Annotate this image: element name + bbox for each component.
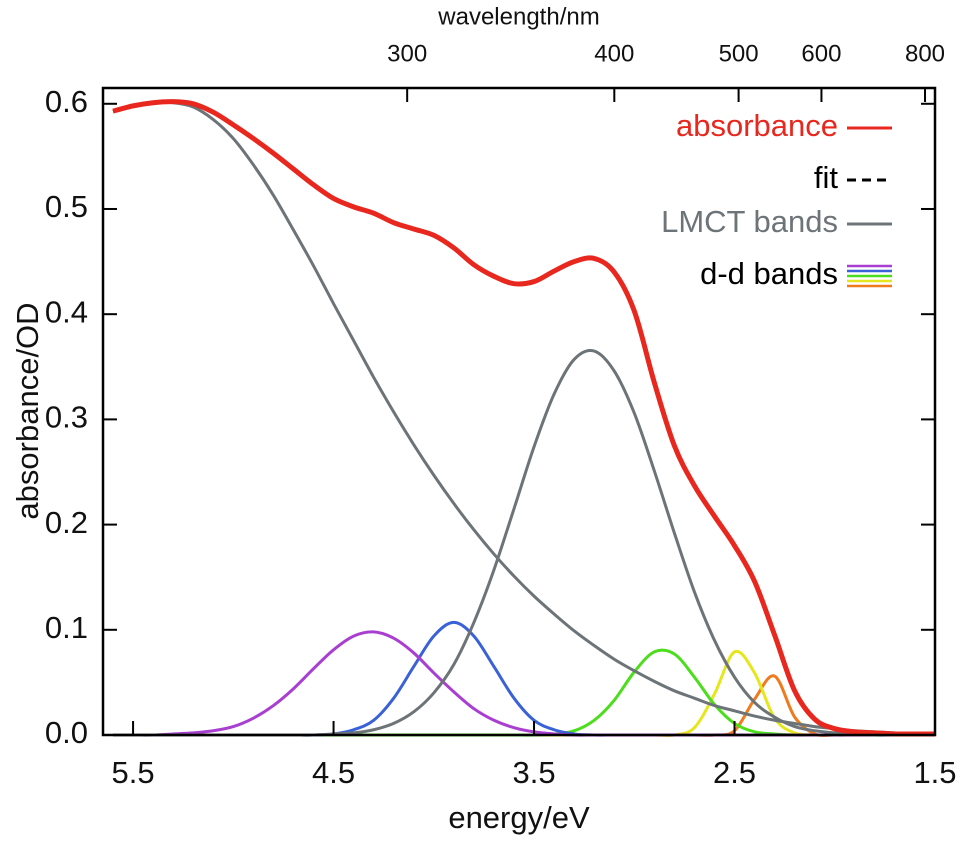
y-tick-label: 0.5 — [45, 189, 88, 224]
x-tick-label: 2.5 — [713, 755, 756, 790]
x-axis-title: energy/eV — [448, 800, 590, 835]
y-tick-label: 0.0 — [45, 715, 88, 750]
plot-frame — [101, 86, 937, 737]
x2-tick-label: 600 — [801, 40, 841, 67]
y-axis-title: absorbance/OD — [10, 302, 45, 519]
x2-tick-label: 300 — [387, 40, 427, 67]
y-tick-label: 0.4 — [45, 294, 88, 329]
series-line — [112, 99, 935, 737]
x2-tick-label: 800 — [905, 40, 945, 67]
series-line — [113, 649, 935, 738]
y-tick-label: 0.2 — [45, 505, 88, 540]
x-tick-label: 4.5 — [312, 755, 355, 790]
y-tick-label: 0.1 — [45, 610, 88, 645]
x2-tick-label: 400 — [594, 40, 634, 67]
series-line — [112, 100, 935, 736]
x2-axis-title: wavelength/nm — [437, 3, 599, 30]
legend-label: LMCT bands — [661, 204, 838, 239]
x2-tick-label: 500 — [719, 40, 759, 67]
series-line — [113, 349, 935, 737]
legend-label: absorbance — [676, 108, 838, 143]
y-tick-label: 0.3 — [45, 400, 88, 435]
y-tick-label: 0.6 — [45, 84, 88, 119]
x-tick-label: 1.5 — [913, 755, 956, 790]
plot-area — [112, 99, 936, 738]
series-line — [113, 648, 935, 737]
x-tick-label: 5.5 — [112, 755, 155, 790]
series-line — [112, 100, 936, 736]
x-tick-label: 3.5 — [512, 755, 555, 790]
legend-label: fit — [814, 160, 839, 195]
legend-label: d-d bands — [700, 256, 838, 291]
